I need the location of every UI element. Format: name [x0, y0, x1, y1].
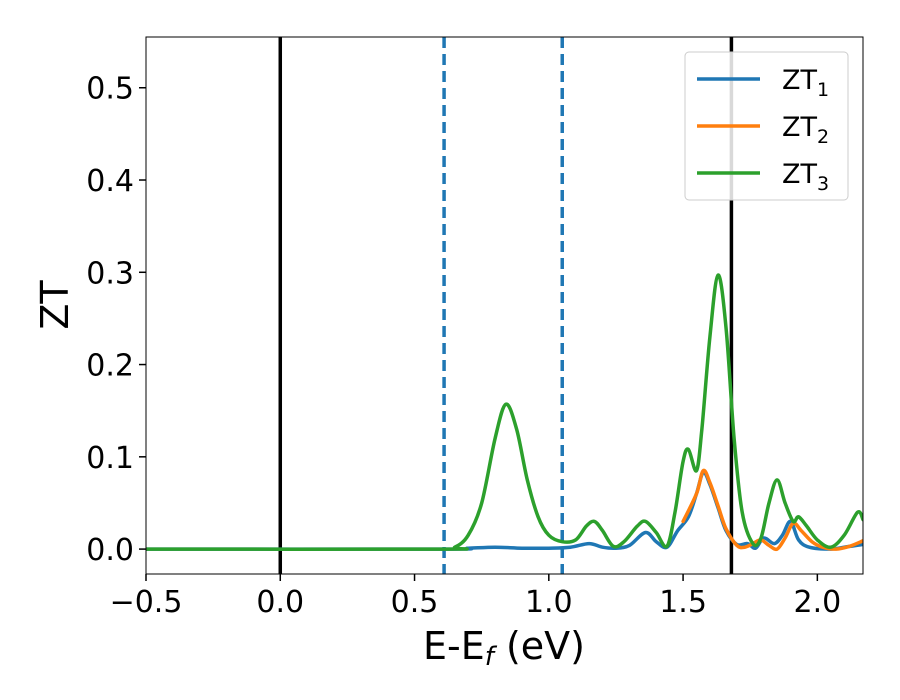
series-line-3 [146, 273, 863, 551]
series-line-1 [146, 470, 863, 551]
legend-label-subscript: 3 [817, 173, 829, 195]
plot-frame [145, 36, 864, 575]
y-axis-label: ZT [33, 280, 77, 330]
x-axis-label-main: E-E [423, 624, 485, 668]
y-tick-label: 0.1 [86, 441, 134, 476]
y-tick-label: 0.0 [86, 533, 134, 568]
legend-label-subscript: 2 [817, 126, 829, 148]
x-tick-label: −0.5 [110, 585, 183, 620]
x-tick-label: 2.0 [793, 585, 841, 620]
y-tick-label: 0.4 [86, 164, 134, 199]
legend-label-main: ZT [782, 65, 817, 96]
y-tick-label: 0.5 [86, 72, 134, 107]
y-axis-ticks: 0.0 0.1 0.2 0.3 0.4 0.5 [86, 72, 146, 568]
series-lines [146, 273, 863, 552]
series-line-2 [681, 468, 863, 552]
x-axis-ticks: −0.5 0.0 0.5 1.0 1.5 2.0 [110, 574, 841, 620]
legend-label-1: ZT1 [782, 65, 829, 101]
legend-label-2: ZT2 [782, 112, 829, 148]
legend-label-main: ZT [782, 159, 817, 190]
legend-label-main: ZT [782, 112, 817, 143]
legend-label-3: ZT3 [782, 159, 829, 195]
y-tick-label: 0.3 [86, 256, 134, 291]
legend-box [684, 51, 849, 201]
x-axis-label: E-Ef (eV) [423, 624, 585, 672]
y-tick-label: 0.2 [86, 349, 134, 384]
legend-label-subscript: 1 [817, 79, 829, 101]
x-tick-label: 0.5 [391, 585, 439, 620]
x-tick-label: 1.0 [525, 585, 573, 620]
x-tick-label: 1.5 [659, 585, 707, 620]
x-tick-label: 0.0 [256, 585, 304, 620]
x-axis-label-unit: (eV) [494, 624, 585, 668]
